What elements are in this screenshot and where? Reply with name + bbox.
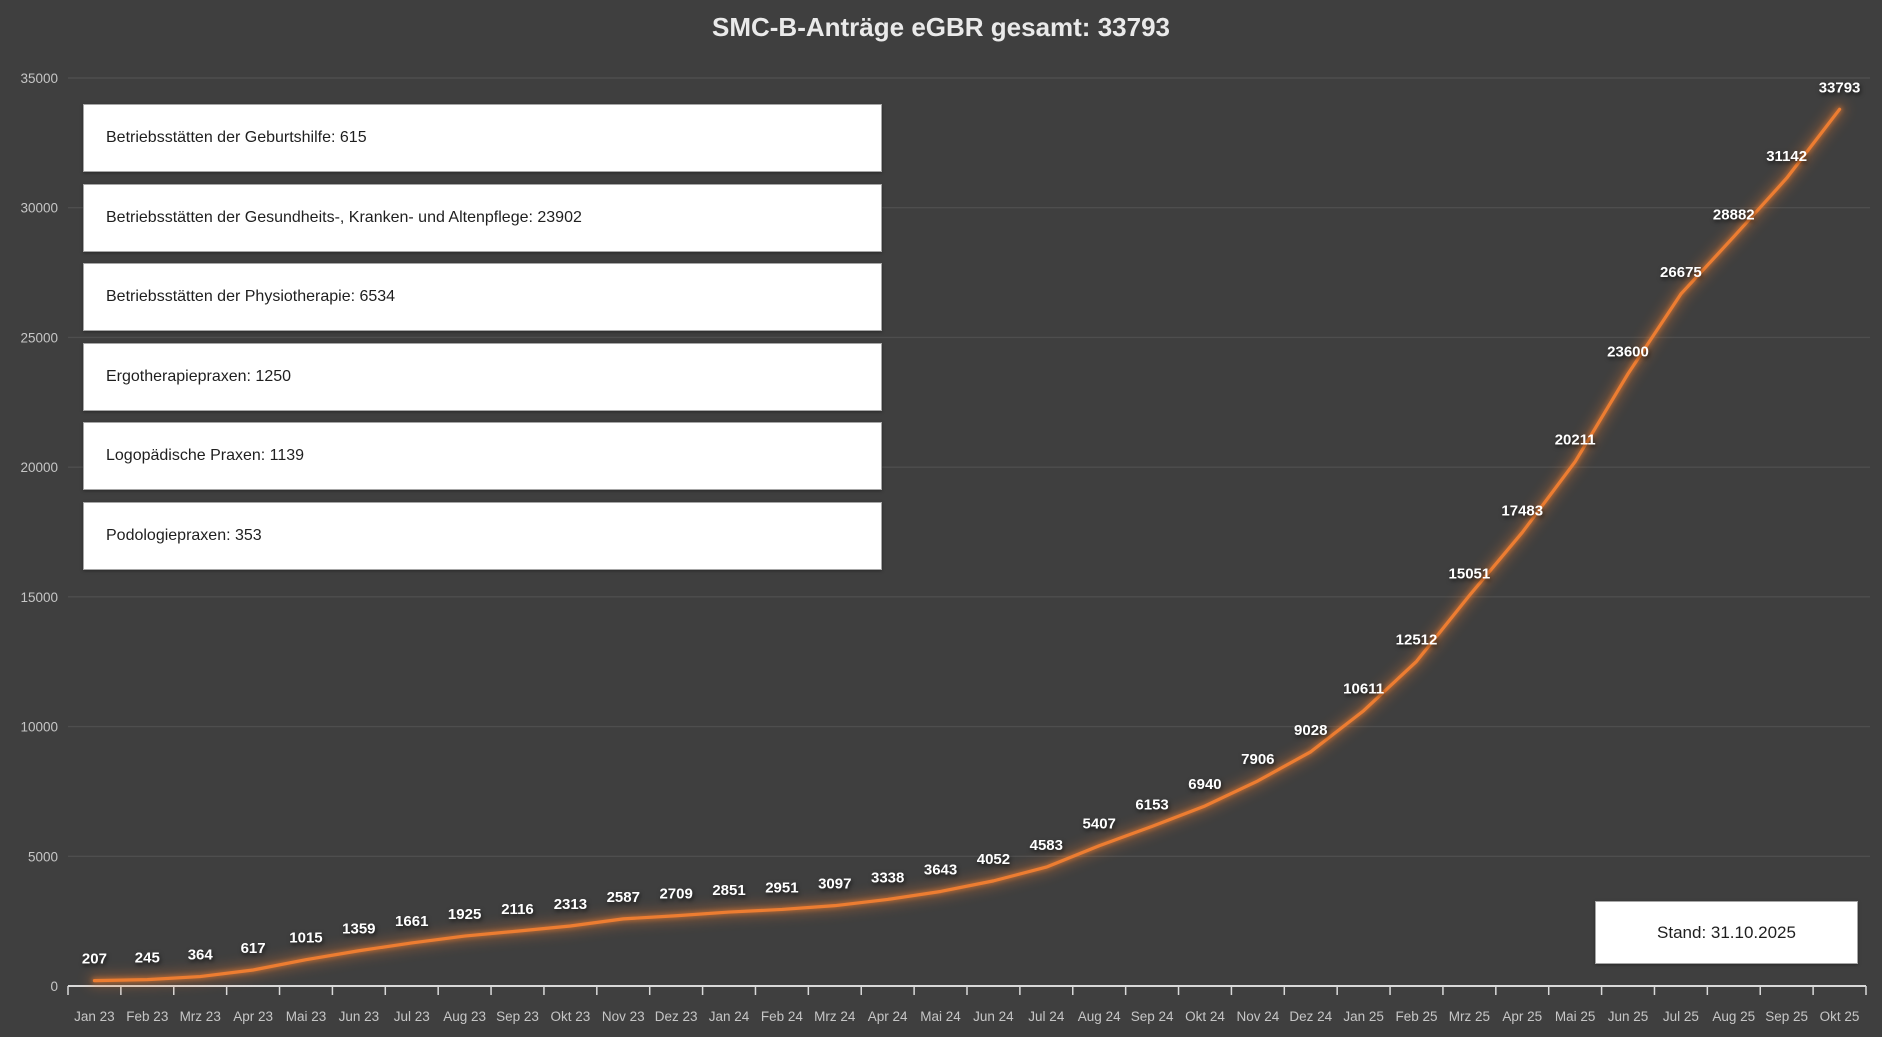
data-label: 5407 bbox=[1083, 816, 1116, 833]
data-label: 2116 bbox=[501, 901, 534, 918]
x-axis-label: Jun 24 bbox=[973, 1009, 1014, 1024]
x-axis-label: Jan 24 bbox=[709, 1009, 750, 1024]
x-axis-label: Feb 25 bbox=[1395, 1009, 1437, 1024]
data-label: 20211 bbox=[1555, 432, 1596, 449]
series-line bbox=[92, 107, 1842, 983]
x-axis-label: Apr 25 bbox=[1502, 1009, 1542, 1024]
x-axis-label: Jan 23 bbox=[74, 1009, 115, 1024]
x-axis-label: Okt 23 bbox=[550, 1009, 590, 1024]
x-axis-label: Nov 23 bbox=[602, 1009, 645, 1024]
legend-box-geburtshilfe: Betriebsstätten der Geburtshilfe: 615 bbox=[83, 104, 882, 172]
stand-date-box: Stand: 31.10.2025 bbox=[1595, 901, 1858, 964]
x-axis-label: Aug 24 bbox=[1078, 1009, 1121, 1024]
y-axis-label: 30000 bbox=[20, 201, 58, 216]
data-label: 4583 bbox=[1030, 837, 1063, 854]
y-axis-label: 10000 bbox=[20, 720, 58, 735]
data-label: 245 bbox=[135, 950, 160, 967]
x-axis-label: Mrz 24 bbox=[814, 1009, 856, 1024]
x-axis-label: Sep 24 bbox=[1131, 1009, 1174, 1024]
y-axis-label: 35000 bbox=[20, 71, 58, 86]
y-axis-label: 20000 bbox=[20, 460, 58, 475]
data-label: 9028 bbox=[1294, 722, 1327, 739]
x-axis-label: Jun 23 bbox=[339, 1009, 380, 1024]
data-label: 2851 bbox=[712, 882, 745, 899]
data-label: 15051 bbox=[1449, 566, 1491, 583]
x-axis-label: Mai 24 bbox=[920, 1009, 961, 1024]
data-label: 10611 bbox=[1343, 681, 1384, 698]
x-axis-label: Mai 25 bbox=[1555, 1009, 1596, 1024]
chart-title: SMC-B-Anträge eGBR gesamt: 33793 bbox=[711, 12, 1170, 42]
x-axis-label: Aug 25 bbox=[1712, 1009, 1755, 1024]
data-label: 26675 bbox=[1660, 264, 1702, 281]
legend-box-text: Ergotherapiepraxen: 1250 bbox=[106, 368, 292, 385]
x-axis-label: Sep 25 bbox=[1765, 1009, 1808, 1024]
data-label: 1015 bbox=[289, 930, 322, 947]
x-axis-label: Jan 25 bbox=[1343, 1009, 1384, 1024]
data-label: 6940 bbox=[1188, 776, 1221, 793]
y-axis-label: 25000 bbox=[20, 330, 58, 345]
legend-box-logopaedie: Logopädische Praxen: 1139 bbox=[83, 422, 882, 490]
data-label: 3338 bbox=[871, 869, 904, 886]
legend-box-text: Podologiepraxen: 353 bbox=[106, 527, 262, 544]
data-label: 364 bbox=[188, 947, 214, 964]
x-axis-label: Jul 23 bbox=[394, 1009, 430, 1024]
x-axis-label: Apr 23 bbox=[233, 1009, 273, 1024]
data-label: 1359 bbox=[342, 921, 375, 938]
y-axis-label: 15000 bbox=[20, 590, 58, 605]
legend-box-text: Logopädische Praxen: 1139 bbox=[106, 447, 305, 464]
data-label: 1661 bbox=[395, 913, 428, 930]
legend-box-gesundheits-kranken-altenpflege: Betriebsstätten der Gesundheits-, Kranke… bbox=[83, 184, 882, 252]
x-axis-label: Dez 24 bbox=[1289, 1009, 1332, 1024]
x-axis-label: Jun 25 bbox=[1608, 1009, 1649, 1024]
legend-box-text: Betriebsstätten der Physiotherapie: 6534 bbox=[106, 288, 396, 305]
data-label: 6153 bbox=[1135, 796, 1168, 813]
data-label: 2587 bbox=[607, 889, 640, 906]
x-axis-label: Apr 24 bbox=[868, 1009, 908, 1024]
x-axis-label: Okt 25 bbox=[1820, 1009, 1860, 1024]
data-label: 12512 bbox=[1396, 631, 1438, 648]
legend-box-ergotherapie: Ergotherapiepraxen: 1250 bbox=[83, 343, 882, 411]
legend-box-physiotherapie: Betriebsstätten der Physiotherapie: 6534 bbox=[83, 263, 882, 331]
x-axis-label: Mai 23 bbox=[286, 1009, 327, 1024]
data-label: 7906 bbox=[1241, 751, 1274, 768]
stand-date-text: Stand: 31.10.2025 bbox=[1657, 922, 1796, 942]
y-axis-label: 0 bbox=[50, 979, 58, 994]
x-axis-label: Feb 24 bbox=[761, 1009, 804, 1024]
x-axis-label: Jul 25 bbox=[1663, 1009, 1699, 1024]
data-label: 2313 bbox=[554, 896, 587, 913]
data-label: 617 bbox=[241, 940, 266, 957]
data-label: 3643 bbox=[924, 861, 957, 878]
x-axis-label: Mrz 23 bbox=[180, 1009, 221, 1024]
data-label: 31142 bbox=[1766, 148, 1807, 165]
data-label: 3097 bbox=[818, 876, 851, 893]
legend-box-text: Betriebsstätten der Gesundheits-, Kranke… bbox=[106, 209, 582, 226]
x-axis-label: Jul 24 bbox=[1028, 1009, 1065, 1024]
x-axis-label: Feb 23 bbox=[126, 1009, 168, 1024]
data-label: 17483 bbox=[1501, 502, 1543, 519]
legend-box-text: Betriebsstätten der Geburtshilfe: 615 bbox=[106, 129, 367, 146]
data-label: 2709 bbox=[659, 886, 692, 903]
x-axis-label: Sep 23 bbox=[496, 1009, 539, 1024]
data-label: 4052 bbox=[977, 851, 1010, 868]
y-axis-label: 5000 bbox=[28, 849, 58, 864]
data-label: 207 bbox=[82, 951, 107, 968]
x-axis-label: Dez 23 bbox=[655, 1009, 698, 1024]
x-axis-label: Mrz 25 bbox=[1449, 1009, 1490, 1024]
data-label: 2951 bbox=[765, 879, 798, 896]
x-axis-label: Aug 23 bbox=[443, 1009, 486, 1024]
data-label: 33793 bbox=[1819, 79, 1861, 96]
legend-box-podologie: Podologiepraxen: 353 bbox=[83, 502, 882, 570]
data-label: 28882 bbox=[1713, 207, 1755, 224]
data-labels: 207 245 364 617 1015 1359 1661 1925 2116 2313 2587… bbox=[82, 79, 1860, 967]
data-label: 1925 bbox=[448, 906, 481, 923]
x-axis-label: Okt 24 bbox=[1185, 1009, 1225, 1024]
data-label: 23600 bbox=[1607, 344, 1649, 361]
x-axis-label: Nov 24 bbox=[1236, 1009, 1279, 1024]
